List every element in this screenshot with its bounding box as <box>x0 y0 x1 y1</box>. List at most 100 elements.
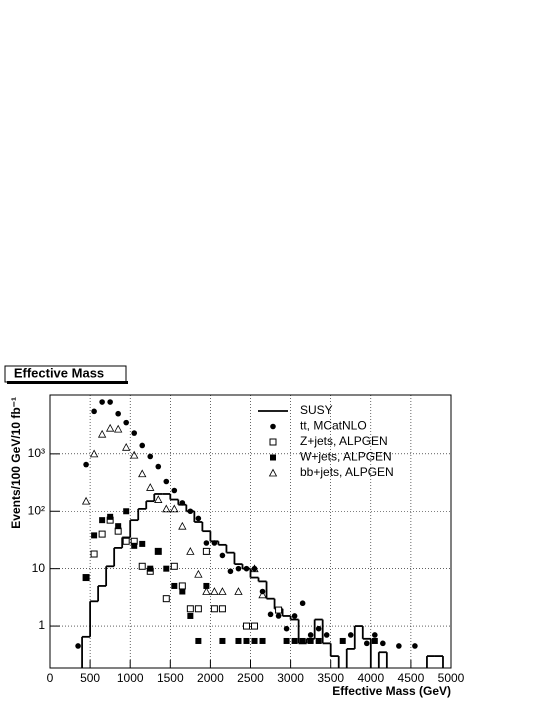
point <box>250 564 259 573</box>
point <box>194 605 202 613</box>
x-tick-label: 3000 <box>277 671 304 685</box>
legend-swatch <box>270 454 276 461</box>
point <box>155 463 162 470</box>
point <box>339 637 346 644</box>
point <box>123 508 130 515</box>
x-tick-label: 1000 <box>117 671 144 685</box>
point <box>163 478 170 485</box>
point <box>243 637 250 644</box>
point <box>98 530 106 538</box>
x-tick-label: 3500 <box>317 671 344 685</box>
point <box>242 622 250 630</box>
point <box>219 637 226 644</box>
point <box>75 643 81 649</box>
point <box>90 550 98 558</box>
point <box>396 643 402 649</box>
point <box>162 595 170 603</box>
legend-label: bb+jets, ALPGEN <box>300 465 394 479</box>
point <box>147 565 154 572</box>
point <box>170 562 178 570</box>
point <box>83 461 89 468</box>
point <box>97 429 107 438</box>
point <box>412 643 418 649</box>
x-tick-label: 5000 <box>438 671 465 685</box>
point <box>363 640 370 647</box>
y-axis-label: Events/100 GeV/10 fb⁻¹ <box>9 397 23 529</box>
x-tick-label: 4000 <box>357 671 384 685</box>
point <box>99 517 106 524</box>
x-tick-label: 4500 <box>398 671 425 685</box>
point <box>178 521 187 530</box>
point <box>122 537 130 545</box>
point <box>91 408 97 415</box>
point <box>275 613 282 619</box>
point <box>187 508 194 515</box>
point <box>162 504 171 513</box>
point <box>371 637 378 644</box>
legend-label: SUSY <box>300 403 333 417</box>
point <box>83 574 90 581</box>
point <box>235 565 242 572</box>
y-tick-label: 1 <box>38 618 45 632</box>
x-tick-label: 2000 <box>197 671 224 685</box>
point <box>210 587 219 595</box>
point <box>171 487 178 494</box>
y-tick-label: 10³ <box>28 446 45 460</box>
point <box>307 632 314 638</box>
point <box>139 442 146 449</box>
point <box>210 605 218 613</box>
x-tick-label: 0 <box>47 671 54 685</box>
point <box>202 547 210 555</box>
point <box>202 587 211 595</box>
point <box>235 637 242 644</box>
point <box>258 590 267 599</box>
point <box>227 568 234 575</box>
point <box>81 496 91 505</box>
point <box>187 612 194 619</box>
point <box>291 637 298 644</box>
legend-label: tt, MCatNLO <box>300 419 367 433</box>
point <box>122 442 131 451</box>
chart-title: Effective Mass <box>14 365 104 380</box>
x-axis-label: Effective Mass (GeV) <box>332 684 451 698</box>
point <box>171 582 178 589</box>
point <box>203 582 210 589</box>
point <box>194 569 203 578</box>
point <box>115 523 122 530</box>
point <box>307 637 314 644</box>
y-tick-label: 10² <box>28 503 45 517</box>
point <box>138 562 146 570</box>
point <box>179 500 186 506</box>
point <box>323 632 330 638</box>
point <box>267 611 274 618</box>
point <box>131 430 138 436</box>
point <box>372 632 378 638</box>
point <box>170 504 179 513</box>
point <box>218 587 227 595</box>
point <box>211 540 218 546</box>
point <box>107 399 113 405</box>
legend-swatch <box>268 468 278 477</box>
point <box>347 632 354 638</box>
point <box>299 600 306 607</box>
point <box>203 540 210 546</box>
point <box>155 548 162 555</box>
point <box>138 469 147 478</box>
point <box>186 605 194 613</box>
point <box>163 565 170 572</box>
point <box>131 542 138 549</box>
point <box>139 540 146 547</box>
point <box>186 547 195 555</box>
point <box>251 637 258 644</box>
point <box>299 637 306 644</box>
x-tick-label: 500 <box>80 671 100 685</box>
x-tick-label: 2500 <box>237 671 264 685</box>
point <box>275 606 283 614</box>
legend-swatch <box>269 438 277 446</box>
x-tick-label: 1500 <box>157 671 184 685</box>
point <box>219 552 226 559</box>
point <box>105 423 115 432</box>
point <box>283 625 290 632</box>
point <box>243 565 250 572</box>
